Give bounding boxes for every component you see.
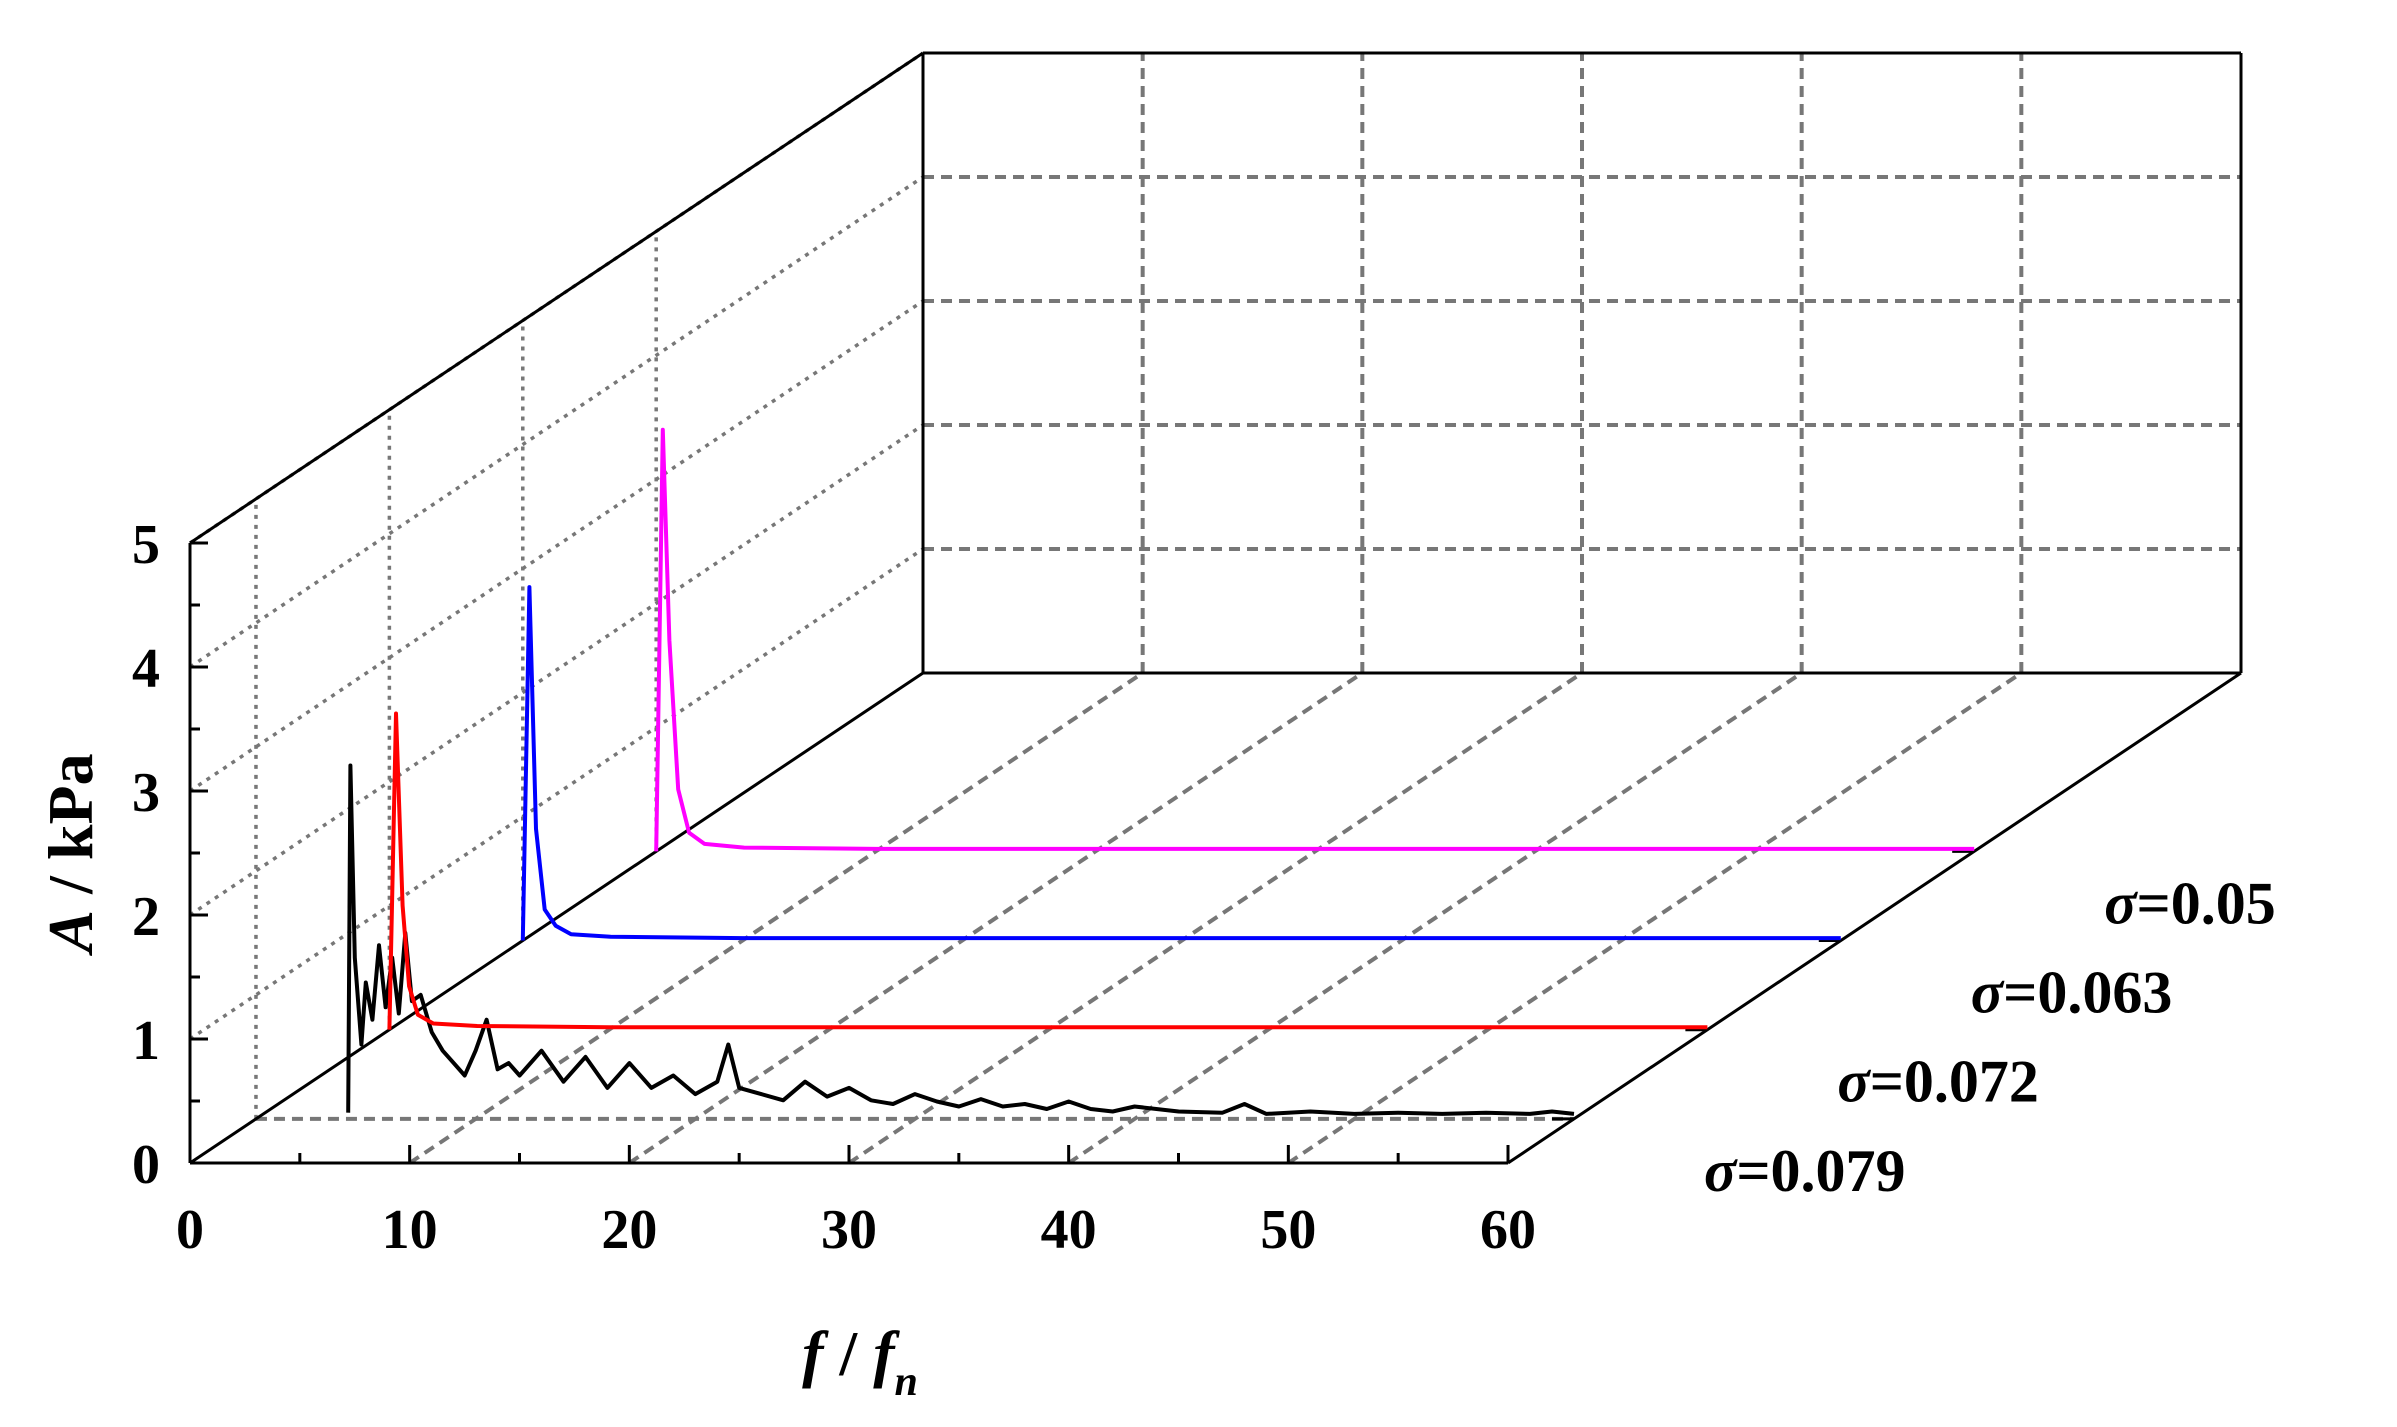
x-axis-title-separator: / xyxy=(823,1318,873,1389)
left-wall-gridline-depth xyxy=(189,547,924,1041)
floor-gridline-depth xyxy=(408,671,1144,1165)
y-tick-label: 0 xyxy=(132,1134,160,1196)
y-tick-label: 2 xyxy=(132,886,160,948)
x-tick-label: 0 xyxy=(176,1199,204,1261)
y-tick-label: 5 xyxy=(132,514,160,576)
floor-gridline-depth xyxy=(847,671,1584,1165)
series-line-4 xyxy=(654,427,1975,852)
series-label-value: =0.072 xyxy=(1870,1049,2039,1115)
series-label-symbol: σ xyxy=(1971,960,2005,1026)
series-label-1: σ=0.079 xyxy=(1704,1138,1906,1204)
x-tick-label: 10 xyxy=(382,1199,438,1261)
series-label-value: =0.079 xyxy=(1736,1138,1905,1204)
series-line-3 xyxy=(520,585,1841,941)
y-tick-label: 4 xyxy=(132,638,160,700)
left-wall-gridline-depth xyxy=(189,299,924,793)
y-axis-title-unit: / kPa xyxy=(35,753,106,909)
y-tick-label: 1 xyxy=(132,1010,160,1072)
series-label-2: σ=0.072 xyxy=(1837,1049,2039,1115)
x-tick-label: 20 xyxy=(601,1199,657,1261)
y-tick-label: 3 xyxy=(132,762,160,824)
x-axis-title: f / fn xyxy=(802,1318,918,1405)
series-label-symbol: σ xyxy=(1704,1138,1738,1204)
axis-frame xyxy=(188,51,2243,1165)
series-label-3: σ=0.063 xyxy=(1971,960,2173,1026)
y-axis-title: A / kPa xyxy=(35,753,106,956)
x-tick-label: 40 xyxy=(1041,1199,1097,1261)
depth-axis-right xyxy=(1507,671,2242,1165)
x-tick-label: 50 xyxy=(1260,1199,1316,1261)
x-tick-label: 60 xyxy=(1480,1199,1536,1261)
series-layer xyxy=(346,427,1975,1116)
series-line-2 xyxy=(387,711,1708,1030)
series-label-value: =0.063 xyxy=(2003,960,2172,1026)
depth-axis-left xyxy=(189,671,924,1165)
floor-gridline-depth xyxy=(628,671,1364,1165)
series-label-symbol: σ xyxy=(1837,1049,1871,1115)
floor-gridline-depth xyxy=(1287,671,2023,1165)
series-label-symbol: σ xyxy=(2104,870,2138,936)
series-label-value: =0.05 xyxy=(2137,870,2276,936)
y-axis-title-symbol: A xyxy=(35,910,106,957)
series-label-4: σ=0.05 xyxy=(2104,870,2276,936)
left-wall-gridline-depth xyxy=(189,175,924,669)
x-axis-title-subscript: n xyxy=(895,1359,918,1405)
floor-gridline-depth xyxy=(1067,671,1803,1165)
x-tick-label: 30 xyxy=(821,1199,877,1261)
grid-layer xyxy=(189,51,2241,1165)
top-depth-edge xyxy=(189,51,924,545)
left-wall-gridline-depth xyxy=(189,423,924,917)
